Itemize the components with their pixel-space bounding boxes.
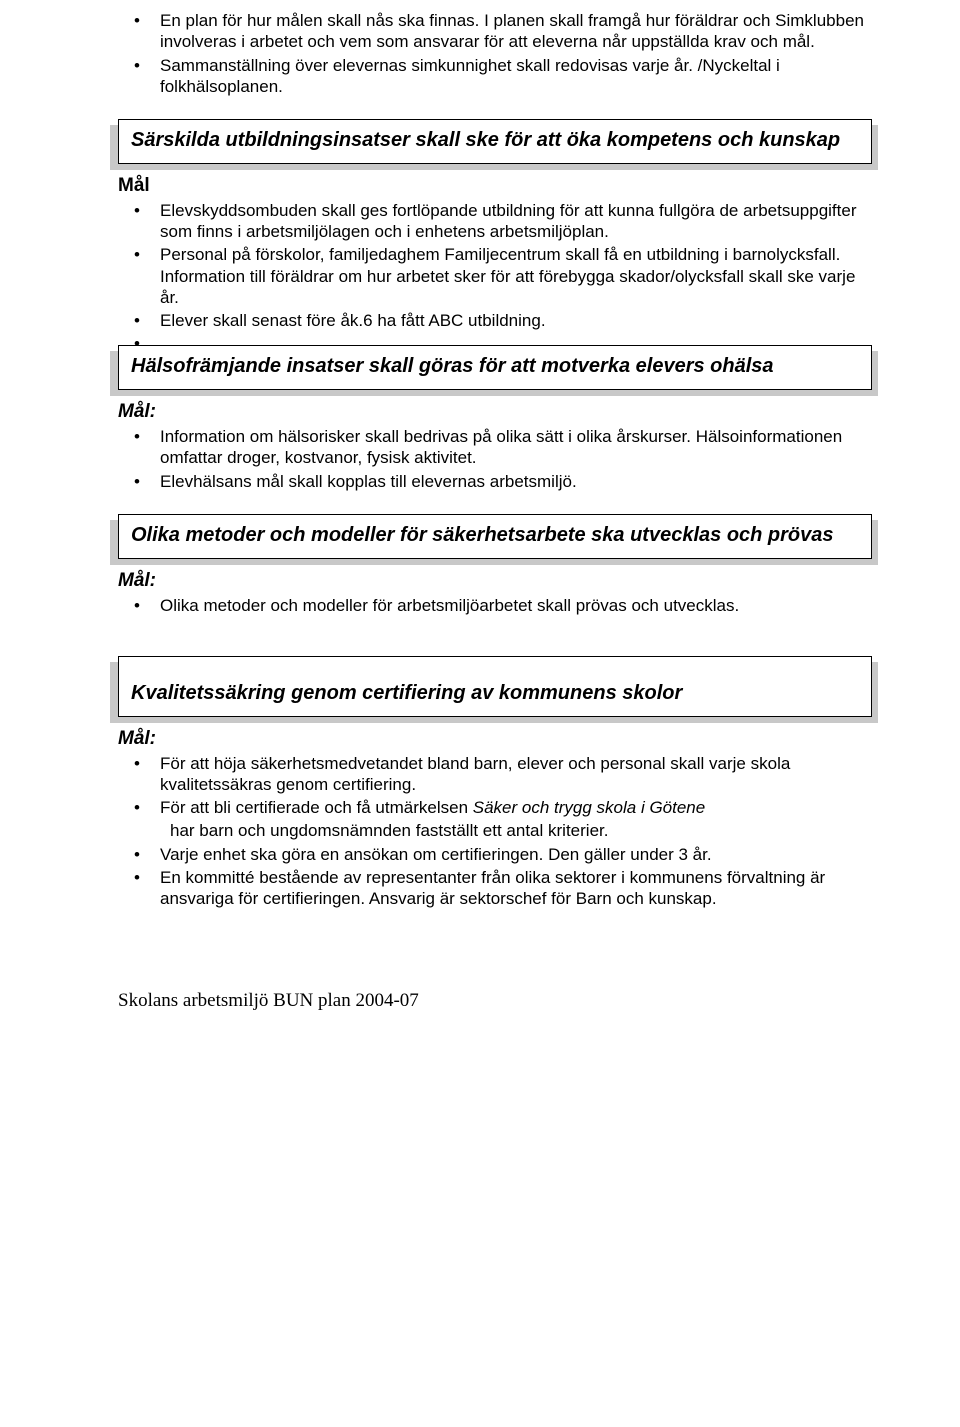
- bullet-text: Elevhälsans mål skall kopplas till eleve…: [160, 472, 577, 491]
- section2-mal-label: Mål:: [118, 400, 872, 424]
- list-item: En kommitté bestående av representanter …: [118, 867, 872, 910]
- bullet-text: Elever skall senast före åk.6 ha fått AB…: [160, 311, 546, 330]
- list-item: Personal på förskolor, familjedaghem Fam…: [118, 244, 872, 308]
- bullet-text: Sammanställning över elevernas simkunnig…: [160, 56, 780, 96]
- bullet-text: För att höja säkerhetsmedvetandet bland …: [160, 754, 790, 794]
- section3-heading: Olika metoder och modeller för säkerhets…: [118, 514, 872, 559]
- section4-bullet-list-c: Varje enhet ska göra en ansökan om certi…: [118, 844, 872, 910]
- list-item: Information om hälsorisker skall bedriva…: [118, 426, 872, 469]
- list-item: Olika metoder och modeller för arbetsmil…: [118, 595, 872, 616]
- section4-mal-label: Mål:: [118, 727, 872, 751]
- section1-callout: Särskilda utbildningsinsatser skall ske …: [118, 119, 872, 164]
- section1-mal-label: Mål: [118, 174, 872, 198]
- bullet-text: En plan för hur målen skall nås ska finn…: [160, 11, 864, 51]
- section4-callout: Kvalitetssäkring genom certifiering av k…: [118, 656, 872, 717]
- section4-bullet-list: För att höja säkerhetsmedvetandet bland …: [118, 753, 872, 819]
- bullet-text: Olika metoder och modeller för arbetsmil…: [160, 596, 739, 615]
- bullet-text-emph: Säker och trygg skola i Götene: [473, 798, 705, 817]
- list-item: Sammanställning över elevernas simkunnig…: [118, 55, 872, 98]
- list-item: Elevskyddsombuden skall ges fortlöpande …: [118, 200, 872, 243]
- list-item: För att höja säkerhetsmedvetandet bland …: [118, 753, 872, 796]
- bullet-text: Personal på förskolor, familjedaghem Fam…: [160, 245, 855, 307]
- list-item: Elever skall senast före åk.6 ha fått AB…: [118, 310, 872, 331]
- page-footer: Skolans arbetsmiljö BUN plan 2004-07: [118, 989, 872, 1013]
- bullet-text: Information om hälsorisker skall bedriva…: [160, 427, 842, 467]
- bullet-text: Varje enhet ska göra en ansökan om certi…: [160, 845, 712, 864]
- bullet-continuation: har barn och ungdomsnämnden fastställt e…: [118, 820, 872, 841]
- section4-heading: Kvalitetssäkring genom certifiering av k…: [118, 656, 872, 717]
- bullet-text: En kommitté bestående av representanter …: [160, 868, 825, 908]
- section2-bullet-list: Information om hälsorisker skall bedriva…: [118, 426, 872, 492]
- list-item: En plan för hur målen skall nås ska finn…: [118, 10, 872, 53]
- section1-heading: Särskilda utbildningsinsatser skall ske …: [118, 119, 872, 164]
- list-item: För att bli certifierade och få utmärkel…: [118, 797, 872, 818]
- list-item: Elevhälsans mål skall kopplas till eleve…: [118, 471, 872, 492]
- section3-bullet-list: Olika metoder och modeller för arbetsmil…: [118, 595, 872, 616]
- section3-callout: Olika metoder och modeller för säkerhets…: [118, 514, 872, 559]
- list-item: Varje enhet ska göra en ansökan om certi…: [118, 844, 872, 865]
- section2-callout: Hälsofrämjande insatser skall göras för …: [118, 345, 872, 390]
- section2-heading: Hälsofrämjande insatser skall göras för …: [118, 345, 872, 390]
- section1-bullet-list: Elevskyddsombuden skall ges fortlöpande …: [118, 200, 872, 332]
- bullet-text-lead: För att bli certifierade och få utmärkel…: [160, 798, 473, 817]
- section3-mal-label: Mål:: [118, 569, 872, 593]
- bullet-text: Elevskyddsombuden skall ges fortlöpande …: [160, 201, 857, 241]
- intro-bullet-list: En plan för hur målen skall nås ska finn…: [118, 10, 872, 97]
